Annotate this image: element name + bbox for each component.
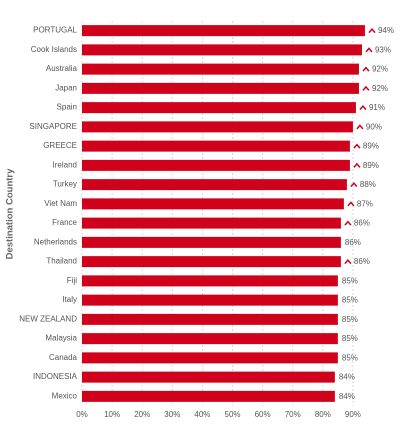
y-tick-label: Turkey [53,180,77,189]
x-tick-label: 30% [164,410,180,419]
bar [82,352,338,364]
y-tick-label: Mexico [52,391,78,400]
bar [82,63,359,75]
y-tick-label: Malaysia [45,334,77,343]
bar [82,256,341,268]
bar [82,140,350,152]
y-tick-label: SINGAPORE [29,122,77,131]
x-tick-label: 70% [285,410,301,419]
x-tick-label: 60% [255,410,271,419]
trend-up-icon [362,66,370,72]
trend-up-icon [365,47,373,53]
trend-up-icon [362,85,370,91]
y-tick-label: Australia [46,64,78,73]
trend-up-icon [350,181,358,188]
trend-up-icon [344,258,352,265]
bar [82,333,338,345]
x-tick-label: 80% [315,410,331,419]
y-tick-label: Italy [62,295,77,304]
x-tick-label: 0% [76,410,88,419]
value-label: 85% [342,315,358,324]
value-label: 85% [342,334,358,343]
y-tick-label: Ireland [53,160,77,169]
bar [82,102,356,114]
x-tick-label: 10% [104,410,120,419]
y-tick-label: Spain [57,103,77,112]
bar [82,198,344,210]
value-label: 86% [354,219,370,228]
value-label: 89% [363,161,379,170]
value-label: 86% [345,238,361,247]
trend-up-icon [368,27,376,34]
value-label: 84% [339,373,355,382]
trend-up-icon [344,220,352,226]
bar [82,371,335,383]
value-label: 86% [354,257,370,266]
value-label: 92% [372,65,388,74]
y-axis-title: Destination Country [5,168,16,259]
bar [82,179,347,191]
x-tick-label: 40% [194,410,210,419]
value-label: 92% [372,84,388,93]
value-label: 89% [363,142,379,151]
trend-up-icon [347,201,355,207]
value-label: 94% [378,26,394,35]
y-tick-label: Netherlands [34,237,77,246]
bar [82,313,338,325]
y-tick-label: NEW ZEALAND [19,314,77,323]
value-label: 85% [342,276,358,285]
value-label: 84% [339,392,355,401]
y-tick-label: Viet Nam [44,199,77,208]
x-tick-label: 20% [134,410,150,419]
bar [82,82,359,94]
trend-up-icon [359,104,367,111]
bar [82,294,338,306]
y-tick-label: INDONESIA [33,372,78,381]
trend-up-icon [356,124,364,130]
value-label: 85% [342,296,358,305]
bar [82,236,341,248]
value-label: 91% [369,103,385,112]
bar [82,159,350,171]
y-tick-label: Cook Islands [31,45,77,54]
bar [82,44,362,56]
y-tick-label: PORTUGAL [33,26,77,35]
y-tick-label: GREECE [43,141,77,150]
trend-up-icon [353,162,361,168]
trend-up-icon [353,143,361,149]
value-label: 93% [375,45,391,54]
bar [82,217,341,229]
value-label: 85% [342,353,358,362]
y-tick-label: Canada [49,353,78,362]
value-label: 88% [360,180,376,189]
value-label: 90% [366,122,382,131]
y-tick-label: Thailand [46,257,77,266]
y-tick-label: Fiji [67,276,77,285]
y-tick-label: France [52,218,77,227]
bar [82,275,338,287]
bar [82,390,335,402]
x-tick-label: 90% [345,410,361,419]
x-tick-label: 50% [225,410,241,419]
y-tick-label: Japan [55,83,77,92]
value-label: 87% [357,199,373,208]
bar [82,121,353,133]
bar [82,25,365,37]
